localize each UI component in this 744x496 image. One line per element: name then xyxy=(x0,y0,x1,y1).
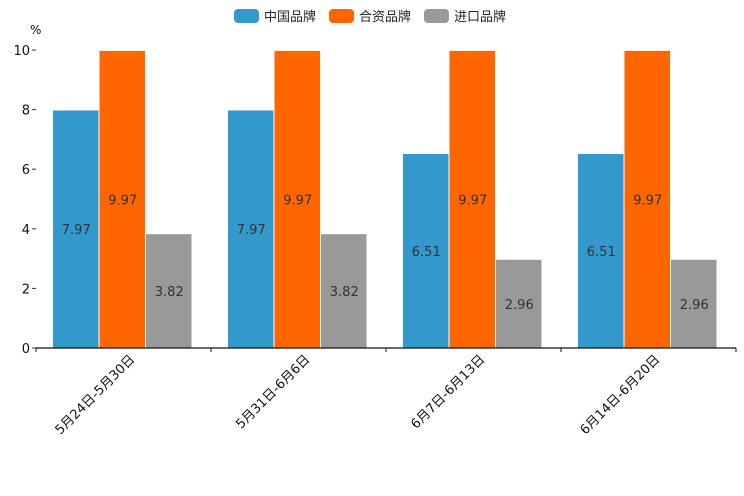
data-label-1-1: 7.97 xyxy=(62,223,91,238)
legend-swatch-2 xyxy=(329,9,354,23)
bar-1-3 xyxy=(146,234,192,348)
data-label-2-2: 9.97 xyxy=(283,193,312,208)
bar-4-1 xyxy=(578,154,624,348)
data-label-2-1: 7.97 xyxy=(237,223,266,238)
bar-4-3 xyxy=(671,259,717,348)
legend-label-3: 进口品牌 xyxy=(454,9,506,25)
y-tick-label: 2 xyxy=(22,282,30,297)
x-axis: 5月24日-5月30日 5月31日-6月6日 6月7日-6月13日 6月14日-6月2… xyxy=(35,347,737,438)
bar-4-2 xyxy=(624,50,670,348)
bar-3-3 xyxy=(496,259,542,348)
x-category-label-4: 6月14日-6月20日 xyxy=(578,352,664,438)
data-label-4-3: 2.96 xyxy=(680,298,709,313)
y-axis: 0 2 4 6 8 10 xyxy=(13,44,36,357)
x-category-label-1: 5月24日-5月30日 xyxy=(53,352,139,438)
y-tick-label: 4 xyxy=(22,223,30,238)
data-label-1-3: 3.82 xyxy=(155,285,184,300)
data-label-3-2: 9.97 xyxy=(458,193,487,208)
y-tick-label: 8 xyxy=(22,104,30,119)
legend-swatch-1 xyxy=(234,9,259,23)
legend-swatch-3 xyxy=(424,9,449,23)
bar-2-3 xyxy=(321,234,367,348)
data-label-3-1: 6.51 xyxy=(412,245,441,260)
bars xyxy=(53,50,717,348)
data-label-1-2: 9.97 xyxy=(108,193,137,208)
y-axis-unit-label: % xyxy=(30,23,41,37)
bar-3-1 xyxy=(403,154,449,348)
bar-3-2 xyxy=(449,50,495,348)
x-category-label-2: 5月31日-6月6日 xyxy=(233,352,313,432)
data-labels: 7.97 9.97 3.82 7.97 9.97 3.82 6.51 9.97 2.96 6.51… xyxy=(62,193,709,312)
bar-2-1 xyxy=(228,110,274,348)
data-label-2-3: 3.82 xyxy=(330,285,359,300)
y-tick-label: 10 xyxy=(13,44,30,59)
bar-1-1 xyxy=(53,110,99,348)
data-label-3-3: 2.96 xyxy=(505,298,534,313)
y-tick-label: 6 xyxy=(22,163,30,178)
data-label-4-2: 9.97 xyxy=(633,193,662,208)
legend-label-1: 中国品牌 xyxy=(264,9,316,25)
x-category-label-3: 6月7日-6月13日 xyxy=(408,352,488,432)
bar-1-2 xyxy=(99,50,145,348)
y-tick-label: 0 xyxy=(22,342,30,357)
legend-label-2: 合资品牌 xyxy=(359,9,411,25)
legend: 中国品牌 合资品牌 进口品牌 xyxy=(234,9,506,25)
bar-2-2 xyxy=(274,50,320,348)
data-label-4-1: 6.51 xyxy=(587,245,616,260)
